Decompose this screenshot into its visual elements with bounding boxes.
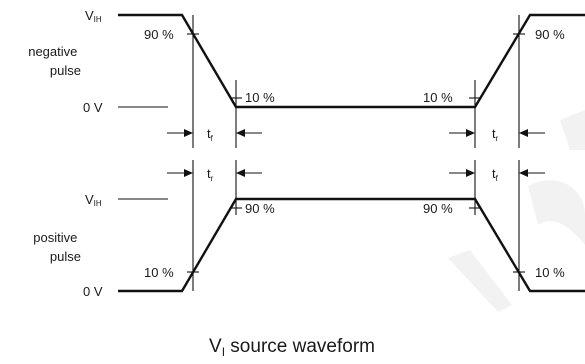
tf-label-top: tf [207,126,214,143]
zero-v-label-top: 0 V [83,100,103,115]
pct90-label-fall: 90 % [423,201,453,216]
vih-label-bottom: VIH [85,192,102,208]
negative-pulse [118,13,585,148]
diagram-caption: VI source waveform [209,336,375,359]
negative-pulse-label: negative pulse [28,44,81,78]
tr-label-top: tr [492,126,499,143]
tf-label-bottom: tf [492,166,499,183]
pct90-label-rise: 90 % [245,201,275,216]
positive-pulse-waveform [118,197,585,293]
vih-label-top: VIH [85,8,102,24]
pct10-label-fall: 10 % [535,265,565,280]
negative-pulse-waveform [118,13,585,109]
positive-pulse [118,160,585,293]
pct10-label-fall: 10 % [245,90,275,105]
zero-v-label-bottom: 0 V [83,284,103,299]
pct90-label-fall: 90 % [144,27,174,42]
pct10-label-rise: 10 % [144,265,174,280]
watermark [448,110,585,312]
tr-label-bottom: tr [207,166,214,183]
pct90-label-rise: 90 % [535,27,565,42]
pct10-label-rise: 10 % [423,90,453,105]
positive-pulse-label: positive pulse [33,230,81,264]
